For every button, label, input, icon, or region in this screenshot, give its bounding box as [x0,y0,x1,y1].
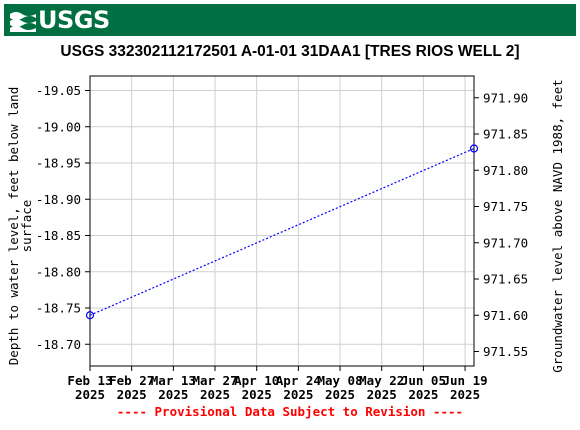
right-tick-label: 971.80 [483,163,528,178]
x-tick-label: Apr 10 [234,373,279,388]
left-tick-label: -19.00 [36,119,81,134]
x-tick-label: Feb 27 [109,373,154,388]
data-point [85,311,95,320]
x-tick-year: 2025 [283,387,313,402]
chart-title: USGS 332302112172501 A-01-01 31DAA1 [TRE… [60,43,520,60]
x-tick-year: 2025 [242,387,272,402]
x-tick-year: 2025 [450,387,480,402]
right-tick-label: 971.70 [483,235,528,250]
x-tick-label: May 08 [317,373,362,388]
x-tick-label: Jun 19 [442,373,487,388]
x-tick-year: 2025 [367,387,397,402]
usgs-banner: USGS [4,4,576,36]
x-tick-year: 2025 [158,387,188,402]
x-tick-year: 2025 [408,387,438,402]
right-tick-label: 971.90 [483,90,528,105]
x-tick-year: 2025 [200,387,230,402]
left-tick-label: -18.80 [36,264,81,279]
data-point [469,144,479,153]
x-tick-label: Mar 27 [192,373,237,388]
x-tick-label: Feb 13 [67,373,112,388]
x-tick-label: May 22 [359,373,404,388]
y-axis-label-right: Groundwater level above NAVD 1988, feet [550,79,565,373]
series-line [89,147,475,316]
x-tick-label: Mar 13 [151,373,196,388]
left-tick-label: -18.85 [36,228,81,243]
right-tick-label: 971.85 [483,127,528,142]
x-tick-year: 2025 [75,387,105,402]
left-tick-label: -19.05 [36,83,81,98]
x-tick-label: Jun 05 [401,373,446,388]
x-tick-year: 2025 [117,387,147,402]
left-tick-label: -18.90 [36,192,81,207]
plot-frame [89,75,475,367]
right-tick-label: 971.60 [483,308,528,323]
x-tick-label: Apr 24 [276,373,321,388]
usgs-logo-text: USGS [38,6,110,34]
right-tick-label: 971.65 [483,272,528,287]
right-tick-label: 971.55 [483,344,528,359]
provisional-footer: ---- Provisional Data Subject to Revisio… [117,404,463,419]
y-axis-label-left-line2: surface [19,200,34,253]
right-tick-label: 971.75 [483,199,528,214]
y-axis-label-left-line1: Depth to water level, feet below land [6,87,21,365]
usgs-wave-icon [10,12,36,32]
x-tick-year: 2025 [325,387,355,402]
left-tick-label: -18.95 [36,156,81,171]
left-tick-label: -18.70 [36,337,81,352]
left-tick-label: -18.75 [36,301,81,316]
